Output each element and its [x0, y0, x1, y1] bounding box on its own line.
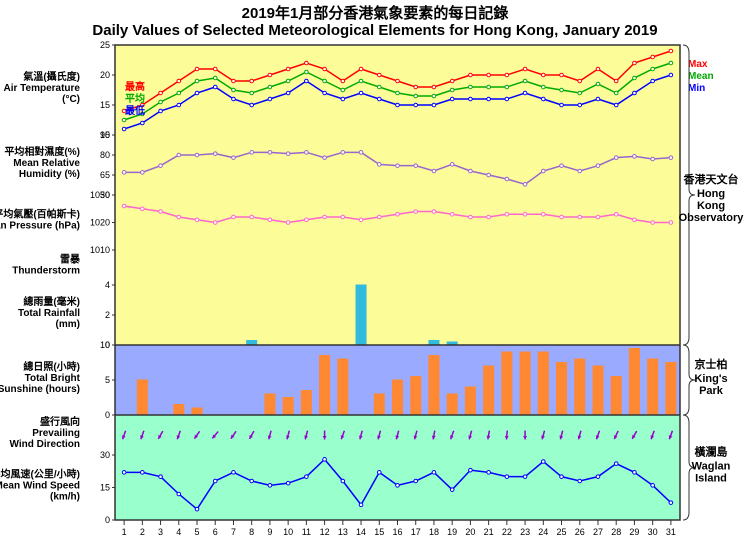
- svg-text:27: 27: [593, 527, 603, 537]
- svg-text:Mean Relative: Mean Relative: [13, 158, 80, 169]
- svg-text:Thunderstorm: Thunderstorm: [12, 266, 80, 277]
- svg-text:24: 24: [538, 527, 548, 537]
- svg-text:Island: Island: [695, 473, 727, 485]
- svg-text:Min: Min: [688, 83, 705, 94]
- svg-text:95: 95: [100, 130, 110, 140]
- svg-text:30: 30: [100, 450, 110, 460]
- svg-text:平均相對濕度(%): 平均相對濕度(%): [4, 145, 80, 158]
- svg-text:8: 8: [249, 527, 254, 537]
- svg-text:20: 20: [465, 527, 475, 537]
- svg-text:25: 25: [100, 40, 110, 50]
- svg-text:1020: 1020: [90, 218, 110, 228]
- svg-text:10: 10: [283, 527, 293, 537]
- chart-svg: 2019年1月部分香港氣象要素的每日記錄Daily Values of Sele…: [0, 0, 750, 555]
- svg-text:1: 1: [122, 527, 127, 537]
- svg-text:16: 16: [392, 527, 402, 537]
- svg-text:1030: 1030: [90, 190, 110, 200]
- svg-text:1010: 1010: [90, 245, 110, 255]
- svg-text:Total Bright: Total Bright: [25, 373, 81, 384]
- svg-text:4: 4: [105, 280, 110, 290]
- svg-text:22: 22: [502, 527, 512, 537]
- svg-text:14: 14: [356, 527, 366, 537]
- svg-text:Wind Direction: Wind Direction: [10, 439, 80, 450]
- svg-text:King's: King's: [694, 373, 727, 385]
- svg-text:2: 2: [140, 527, 145, 537]
- svg-text:Mean: Mean: [688, 71, 714, 82]
- svg-text:Observatory: Observatory: [679, 212, 745, 224]
- svg-text:5: 5: [195, 527, 200, 537]
- svg-text:9: 9: [267, 527, 272, 537]
- svg-text:Waglan: Waglan: [692, 461, 731, 473]
- svg-text:總日照(小時): 總日照(小時): [23, 360, 80, 373]
- svg-text:19: 19: [447, 527, 457, 537]
- svg-text:Hong: Hong: [697, 188, 725, 200]
- svg-text:3: 3: [158, 527, 163, 537]
- svg-text:80: 80: [100, 150, 110, 160]
- svg-text:(mm): (mm): [56, 319, 80, 330]
- svg-text:18: 18: [429, 527, 439, 537]
- svg-text:21: 21: [484, 527, 494, 537]
- svg-text:29: 29: [629, 527, 639, 537]
- svg-text:6: 6: [213, 527, 218, 537]
- svg-text:15: 15: [100, 100, 110, 110]
- svg-text:15: 15: [374, 527, 384, 537]
- svg-text:Mean Pressure (hPa): Mean Pressure (hPa): [0, 221, 80, 232]
- svg-text:平均氣壓(百帕斯卡): 平均氣壓(百帕斯卡): [0, 208, 80, 221]
- svg-text:7: 7: [231, 527, 236, 537]
- svg-text:最高: 最高: [125, 80, 145, 93]
- svg-text:15: 15: [100, 483, 110, 493]
- svg-text:2: 2: [105, 310, 110, 320]
- svg-text:30: 30: [648, 527, 658, 537]
- svg-text:(km/h): (km/h): [50, 492, 80, 503]
- svg-text:京士柏: 京士柏: [695, 357, 728, 371]
- svg-text:總雨量(毫米): 總雨量(毫米): [23, 295, 80, 308]
- svg-text:4: 4: [176, 527, 181, 537]
- svg-text:10: 10: [100, 340, 110, 350]
- svg-text:Mean Wind Speed: Mean Wind Speed: [0, 481, 80, 492]
- svg-text:23: 23: [520, 527, 530, 537]
- svg-text:盛行風向: 盛行風向: [40, 415, 80, 428]
- svg-text:Sunshine (hours): Sunshine (hours): [0, 384, 80, 395]
- svg-text:平均風速(公里/小時): 平均風速(公里/小時): [0, 468, 80, 481]
- svg-text:Humidity (%): Humidity (%): [19, 169, 80, 180]
- svg-text:Total Rainfall: Total Rainfall: [18, 308, 80, 319]
- svg-text:12: 12: [320, 527, 330, 537]
- svg-text:Kong: Kong: [697, 200, 725, 212]
- svg-text:5: 5: [105, 375, 110, 385]
- svg-text:雷暴: 雷暴: [60, 253, 81, 266]
- title-ch: 2019年1月部分香港氣象要素的每日記錄: [242, 4, 509, 22]
- svg-text:25: 25: [557, 527, 567, 537]
- svg-text:17: 17: [411, 527, 421, 537]
- svg-text:28: 28: [611, 527, 621, 537]
- svg-text:11: 11: [302, 527, 311, 537]
- svg-text:20: 20: [100, 70, 110, 80]
- svg-text:橫瀾島: 橫瀾島: [695, 445, 728, 459]
- svg-text:0: 0: [105, 410, 110, 420]
- svg-text:香港天文台: 香港天文台: [683, 172, 739, 186]
- svg-text:Max: Max: [688, 59, 708, 70]
- svg-text:氣溫(攝氏度): 氣溫(攝氏度): [23, 70, 80, 83]
- svg-text:13: 13: [338, 527, 348, 537]
- svg-text:最低: 最低: [125, 104, 145, 117]
- svg-text:Park: Park: [699, 385, 724, 397]
- svg-text:31: 31: [666, 527, 676, 537]
- svg-text:(°C): (°C): [62, 94, 80, 105]
- title-en: Daily Values of Selected Meteorological …: [92, 22, 657, 39]
- svg-text:65: 65: [100, 170, 110, 180]
- svg-text:Air Temperature: Air Temperature: [3, 83, 80, 94]
- svg-text:26: 26: [575, 527, 585, 537]
- svg-text:平均: 平均: [125, 92, 145, 105]
- svg-text:Prevailing: Prevailing: [32, 428, 80, 439]
- svg-text:0: 0: [105, 515, 110, 525]
- meteorological-chart: 2019年1月部分香港氣象要素的每日記錄Daily Values of Sele…: [0, 0, 750, 555]
